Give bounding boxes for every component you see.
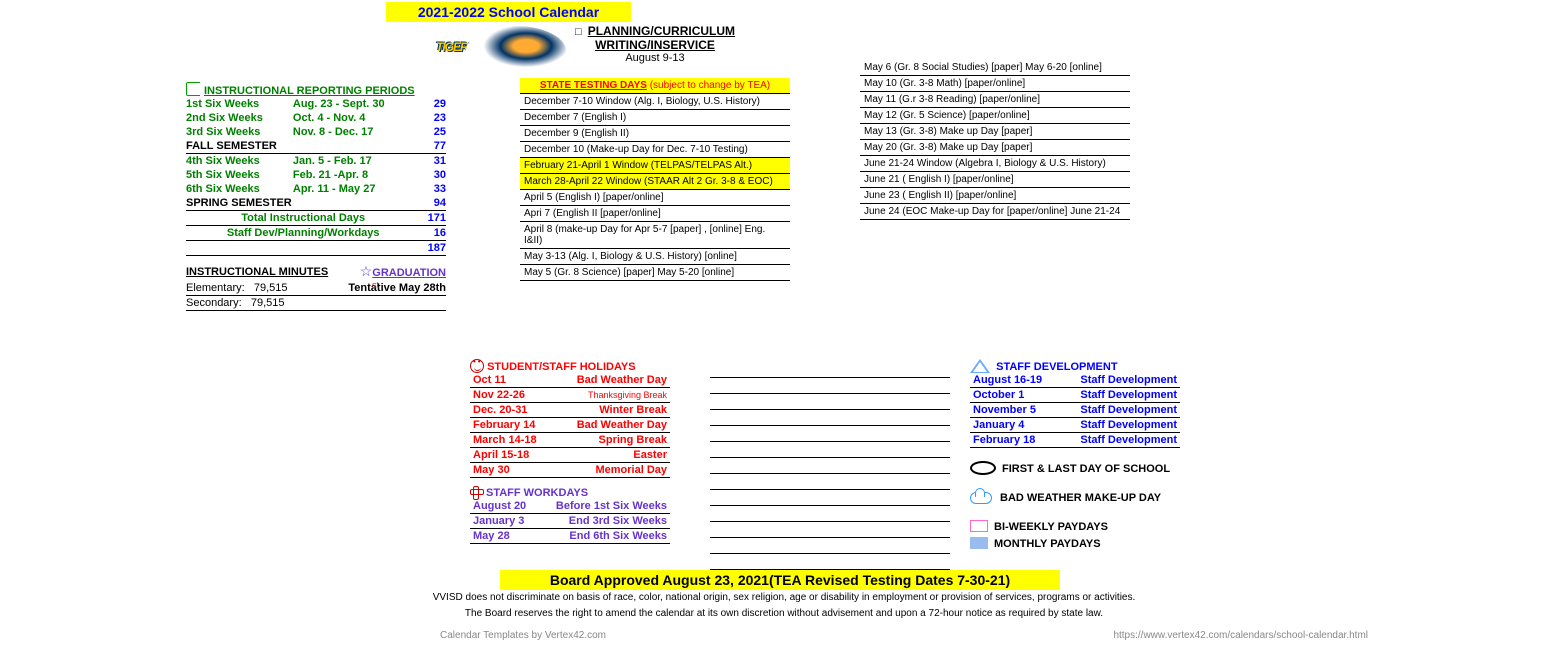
bracket-icon [186, 82, 200, 96]
st-marker: st [372, 280, 379, 290]
triangle-icon [970, 359, 990, 373]
disclaimer-2: The Board reserves the right to amend th… [0, 608, 1568, 619]
workdays-table: August 20Before 1st Six WeeksJanuary 3En… [470, 499, 670, 544]
instructional-minutes-table: INSTRUCTIONAL MINUTES ☆GRADUATION Elemen… [186, 262, 446, 311]
template-credit: Calendar Templates by Vertex42.com [440, 630, 606, 641]
holidays-table: Oct 11Bad Weather DayNov 22-26Thanksgivi… [470, 373, 670, 478]
planning-dates: August 9-13 [520, 52, 790, 64]
graduation-date: Tentative May 28th [340, 281, 446, 296]
pink-box-icon [970, 520, 988, 532]
testing-days-table-1: STATE TESTING DAYS (subject to change by… [520, 78, 790, 281]
legend-biweekly: BI-WEEKLY PAYDAYS [970, 518, 1200, 533]
blue-box-icon [970, 537, 988, 549]
reporting-periods-header: INSTRUCTIONAL REPORTING PERIODS [186, 80, 466, 97]
calendar-title: 2021-2022 School Calendar [386, 2, 631, 22]
graduation-header: GRADUATION [372, 267, 446, 279]
plus-icon [470, 486, 482, 498]
template-url: https://www.vertex42.com/calendars/schoo… [1113, 630, 1368, 641]
oval-icon [970, 461, 996, 475]
disclaimer-1: VVISD does not discriminate on basis of … [0, 592, 1568, 603]
blank-lines-area [710, 362, 950, 570]
staff-dev-table: August 16-19Staff DevelopmentOctober 1St… [970, 373, 1180, 448]
reporting-periods-table: 1st Six WeeksAug. 23 - Sept. 30292nd Six… [186, 97, 446, 256]
staff-dev-header: STAFF DEVELOPMENT [970, 356, 1200, 373]
testing-days-table-2: May 6 (Gr. 8 Social Studies) [paper] May… [860, 60, 1130, 220]
board-approved: Board Approved August 23, 2021(TEA Revis… [500, 570, 1060, 590]
minutes-header: INSTRUCTIONAL MINUTES [186, 262, 340, 281]
planning-header: □ PLANNING/CURRICULUM WRITING/INSERVICE [520, 24, 790, 52]
legend-first-last: FIRST & LAST DAY OF SCHOOL [970, 458, 1200, 475]
legend-monthly: MONTHLY PAYDAYS [970, 535, 1200, 550]
smiley-icon [470, 359, 484, 373]
star-icon: ☆ [360, 263, 373, 279]
legend-bad-weather: BAD WEATHER MAKE-UP DAY [970, 489, 1200, 504]
cloud-icon [970, 492, 992, 504]
